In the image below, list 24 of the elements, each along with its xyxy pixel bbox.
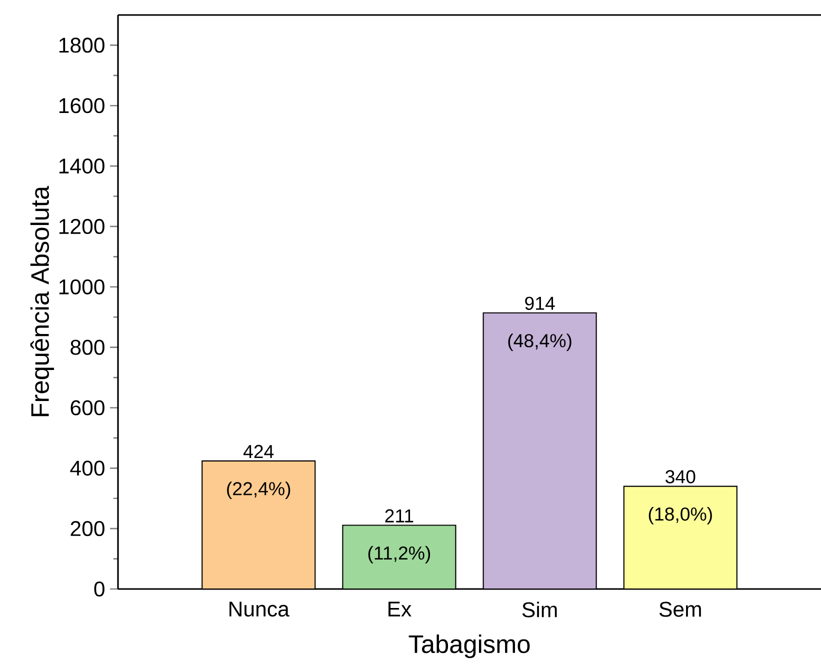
y-axis-title: Frequência Absoluta <box>30 186 54 416</box>
y-tick-label: 1400 <box>59 158 104 174</box>
annotation: (48,4%) <box>508 334 572 351</box>
y-tick-label: 1000 <box>59 279 104 294</box>
annotation: (18,0%) <box>648 506 712 524</box>
y-tick-label: 1600 <box>59 98 104 114</box>
y-tick-label: 1200 <box>59 218 104 234</box>
data-label: 340 <box>666 470 696 484</box>
x-tick-label: Sem <box>659 602 701 617</box>
y-tick-label: 800 <box>70 340 104 355</box>
y-tick-label: 600 <box>70 400 104 416</box>
annotation: (11,2%) <box>368 546 430 564</box>
annotation: (22,4%) <box>227 482 290 500</box>
x-tick-label: Sim <box>522 602 557 618</box>
y-tick-label: 0 <box>94 581 104 597</box>
data-label: 211 <box>385 509 414 522</box>
x-axis-title: Tabagismo <box>408 634 530 658</box>
y-tick-label: 400 <box>70 460 104 476</box>
y-tick-label: 200 <box>70 521 104 536</box>
x-tick-label: Nunca <box>230 602 290 617</box>
y-tick-label: 1800 <box>59 38 104 53</box>
data-label: 914 <box>525 296 555 310</box>
data-label: 424 <box>243 444 274 458</box>
x-tick-label: Ex <box>388 602 412 616</box>
